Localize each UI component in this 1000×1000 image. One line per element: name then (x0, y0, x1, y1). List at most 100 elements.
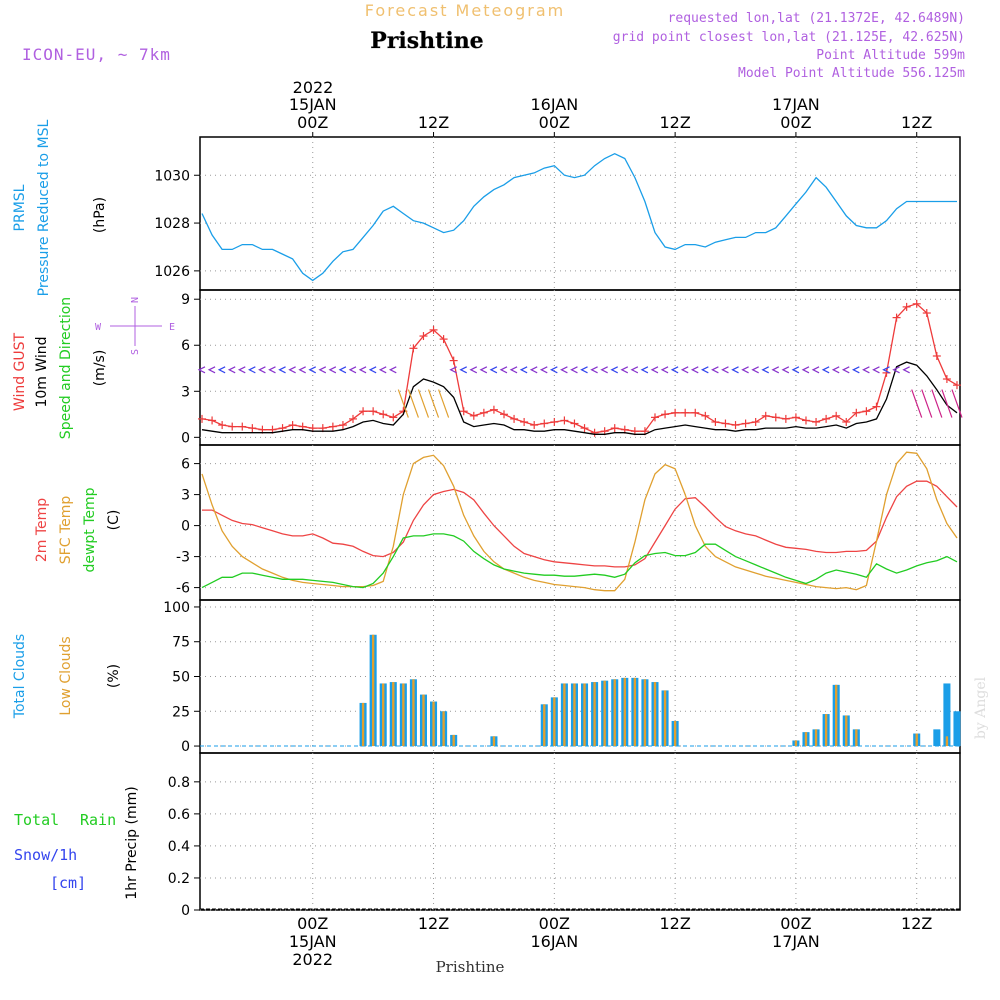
bottom-time-label: 12Z (901, 914, 932, 933)
pressure-labels: PRMSL Pressure Reduced to MSL (hPa) (12, 119, 108, 296)
wind-arrow (308, 366, 317, 374)
temp-labels: 2m Temp SFC Temp dewpt Temp (C) (34, 487, 122, 572)
low-clouds-bar (412, 679, 415, 747)
low-clouds-bar (794, 740, 798, 747)
bottom-time-label: 12Z (418, 914, 449, 933)
low-clouds-bar (573, 683, 576, 747)
wind-arrow (951, 389, 963, 418)
gust-marker (550, 417, 559, 426)
temperature-ytick-label: -3 (176, 550, 190, 566)
wind-arrow (499, 366, 508, 374)
wind-ytick-label: 3 (181, 384, 190, 400)
temperature-ytick-label: -6 (176, 581, 190, 597)
wind-arrow (519, 366, 528, 374)
pressure-label-prmsl: PRMSL (12, 184, 28, 231)
cloud-labels: Total Clouds Low Clouds (%) (12, 634, 122, 719)
gust-marker (741, 419, 750, 428)
gust-marker (449, 356, 458, 365)
wind-arrow (328, 366, 337, 374)
gust-marker (681, 408, 690, 417)
wind-label-unit: (m/s) (92, 350, 108, 387)
wind-arrow (217, 366, 226, 374)
wind-arrow (640, 366, 649, 374)
wind-arrow (831, 366, 840, 374)
panel-clouds: 0 25 50 75 100 (163, 599, 961, 755)
bottom-time-label: 00Z (539, 914, 570, 933)
wind-arrow (197, 366, 206, 374)
wind-arrow (872, 366, 880, 374)
gust-marker (379, 410, 388, 419)
series-wind-gust (201, 303, 958, 434)
gust-marker (872, 402, 881, 411)
pressure-ytick-label: 1028 (154, 216, 190, 232)
gust-marker (791, 413, 800, 422)
bottom-time-label: 15JAN (289, 932, 337, 951)
wind-arrow (862, 366, 870, 374)
wind-arrow (268, 366, 276, 374)
low-clouds-bar (814, 729, 818, 747)
low-clouds-bar (422, 694, 425, 747)
gust-marker (570, 419, 579, 428)
series-sfc-temp (201, 451, 958, 592)
bottom-time-label: 17JAN (772, 932, 820, 951)
gust-marker (952, 381, 961, 390)
wind-arrow (368, 366, 377, 374)
low-clouds-bar (945, 736, 949, 747)
gust-marker (288, 421, 297, 430)
low-clouds-bar (452, 734, 455, 747)
low-clouds-bar (633, 677, 637, 747)
compass-s: S (130, 349, 141, 355)
compass-n: N (130, 297, 141, 303)
wind-arrow (700, 366, 709, 374)
wind-arrow (397, 389, 409, 418)
gust-marker (198, 414, 207, 423)
low-clouds-bar (593, 682, 596, 747)
gust-marker (409, 344, 418, 353)
gust-marker (942, 375, 951, 384)
wind-arrow (539, 366, 548, 374)
precip-ytick-label: 0.8 (168, 775, 190, 791)
low-clouds-bar (613, 679, 616, 747)
top-time-label: 00Z (539, 113, 570, 132)
gust-marker (751, 417, 760, 426)
wind-arrow (741, 366, 749, 374)
clouds-ytick-label: 25 (172, 704, 190, 720)
temp-label-2m: 2m Temp (34, 498, 50, 562)
wind-arrow (427, 389, 440, 418)
gust-marker (429, 325, 438, 334)
low-clouds-bar (361, 702, 365, 747)
gust-marker (349, 414, 358, 423)
wind-direction-arrows (197, 366, 963, 418)
wind-arrow (771, 366, 780, 374)
wind-arrow (549, 366, 558, 374)
gust-marker (661, 410, 670, 419)
low-clouds-bar (432, 701, 435, 747)
compass-rose: N S W E (95, 297, 175, 355)
wind-arrow (821, 366, 830, 374)
wind-arrow (348, 366, 357, 374)
temp-label-unit: (C) (106, 510, 122, 531)
temperature-ytick-label: 3 (181, 488, 190, 504)
series-prmsl (201, 152, 957, 282)
wind-arrow (207, 366, 216, 374)
gust-marker (731, 421, 740, 430)
wind-arrow (227, 366, 236, 374)
gust-marker (520, 417, 529, 426)
low-clouds-bar (603, 680, 606, 747)
total-clouds-bar (953, 711, 961, 747)
point-altitude: Point Altitude 599m (816, 48, 965, 63)
header-title-line: Forecast Meteogram (365, 1, 565, 20)
wind-arrow (590, 366, 598, 374)
temperature-ytick-label: 6 (181, 457, 190, 473)
gust-marker (238, 422, 247, 431)
gust-marker (771, 413, 780, 422)
gust-marker (590, 428, 599, 437)
gust-marker (218, 421, 227, 430)
compass-e: E (169, 322, 175, 333)
wind-arrow (801, 366, 810, 374)
low-clouds-bar (563, 683, 566, 747)
wind-arrow (690, 366, 699, 374)
top-time-label: 12Z (901, 113, 932, 132)
gust-marker (852, 408, 861, 417)
